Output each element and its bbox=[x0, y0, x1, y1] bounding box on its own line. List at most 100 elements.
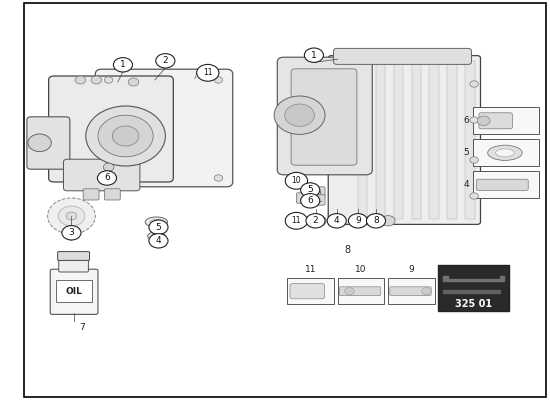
Circle shape bbox=[348, 214, 367, 228]
FancyBboxPatch shape bbox=[56, 280, 92, 302]
Circle shape bbox=[470, 157, 478, 163]
Polygon shape bbox=[443, 276, 504, 281]
Circle shape bbox=[470, 81, 478, 87]
Ellipse shape bbox=[147, 232, 165, 240]
FancyBboxPatch shape bbox=[476, 179, 528, 190]
Circle shape bbox=[304, 48, 323, 62]
Text: 2: 2 bbox=[313, 216, 318, 225]
FancyBboxPatch shape bbox=[339, 287, 381, 296]
Text: 2: 2 bbox=[163, 56, 168, 65]
Bar bbox=[376, 61, 386, 219]
Polygon shape bbox=[443, 290, 499, 293]
FancyBboxPatch shape bbox=[473, 171, 540, 198]
Text: 8: 8 bbox=[344, 245, 350, 255]
Text: 10: 10 bbox=[355, 265, 367, 274]
Circle shape bbox=[470, 117, 478, 123]
Text: 325 01: 325 01 bbox=[455, 299, 492, 309]
Circle shape bbox=[274, 96, 325, 134]
Ellipse shape bbox=[152, 234, 161, 238]
Circle shape bbox=[86, 106, 166, 166]
FancyBboxPatch shape bbox=[338, 278, 384, 304]
FancyBboxPatch shape bbox=[95, 69, 233, 187]
Text: eurospares: eurospares bbox=[26, 120, 278, 280]
Text: 7: 7 bbox=[79, 323, 85, 332]
Circle shape bbox=[301, 183, 320, 197]
Text: 4: 4 bbox=[334, 216, 339, 225]
Circle shape bbox=[312, 216, 326, 226]
Text: 6: 6 bbox=[104, 174, 110, 182]
FancyBboxPatch shape bbox=[83, 189, 99, 200]
Circle shape bbox=[58, 206, 85, 226]
Circle shape bbox=[422, 288, 431, 295]
Circle shape bbox=[112, 126, 139, 146]
Bar bbox=[430, 61, 439, 219]
Ellipse shape bbox=[145, 217, 168, 227]
Text: 3: 3 bbox=[69, 228, 74, 237]
FancyBboxPatch shape bbox=[438, 265, 509, 311]
Text: 5: 5 bbox=[463, 148, 469, 157]
Text: a passion for parts since...: a passion for parts since... bbox=[155, 236, 287, 292]
Ellipse shape bbox=[150, 219, 163, 225]
Circle shape bbox=[62, 226, 81, 240]
Circle shape bbox=[477, 116, 490, 126]
Text: 11: 11 bbox=[292, 216, 301, 225]
Ellipse shape bbox=[496, 149, 514, 157]
Bar bbox=[447, 61, 457, 219]
Circle shape bbox=[104, 175, 113, 181]
FancyBboxPatch shape bbox=[50, 269, 98, 314]
FancyBboxPatch shape bbox=[59, 258, 89, 272]
FancyBboxPatch shape bbox=[307, 195, 325, 205]
Circle shape bbox=[470, 193, 478, 199]
Circle shape bbox=[75, 76, 86, 84]
Ellipse shape bbox=[488, 145, 522, 160]
Text: 1: 1 bbox=[120, 60, 126, 69]
Text: 1: 1 bbox=[311, 51, 317, 60]
Circle shape bbox=[48, 198, 95, 234]
FancyBboxPatch shape bbox=[63, 159, 140, 191]
Circle shape bbox=[381, 216, 395, 226]
Circle shape bbox=[98, 115, 153, 157]
Text: 6: 6 bbox=[307, 196, 313, 205]
Text: 9: 9 bbox=[355, 216, 361, 225]
FancyBboxPatch shape bbox=[104, 189, 120, 200]
Text: 4: 4 bbox=[463, 180, 469, 189]
FancyBboxPatch shape bbox=[58, 252, 90, 260]
Bar bbox=[358, 61, 367, 219]
FancyBboxPatch shape bbox=[296, 193, 315, 203]
Circle shape bbox=[103, 163, 114, 171]
Text: 11: 11 bbox=[305, 265, 316, 274]
Circle shape bbox=[214, 77, 223, 83]
Circle shape bbox=[149, 234, 168, 248]
Circle shape bbox=[365, 216, 379, 226]
Circle shape bbox=[91, 76, 102, 84]
FancyBboxPatch shape bbox=[277, 57, 372, 175]
Circle shape bbox=[104, 77, 113, 83]
Circle shape bbox=[285, 172, 307, 189]
FancyBboxPatch shape bbox=[479, 113, 513, 129]
Circle shape bbox=[306, 214, 325, 228]
Circle shape bbox=[97, 171, 117, 185]
Bar bbox=[465, 61, 475, 219]
FancyBboxPatch shape bbox=[290, 284, 324, 299]
Circle shape bbox=[285, 104, 315, 126]
Circle shape bbox=[197, 64, 219, 81]
Text: 4: 4 bbox=[156, 236, 161, 245]
FancyBboxPatch shape bbox=[288, 278, 334, 304]
Circle shape bbox=[349, 216, 363, 226]
Text: 5: 5 bbox=[307, 186, 313, 194]
Circle shape bbox=[331, 216, 345, 226]
Circle shape bbox=[214, 175, 223, 181]
FancyBboxPatch shape bbox=[388, 278, 435, 304]
Text: 11: 11 bbox=[203, 68, 212, 77]
Text: OIL: OIL bbox=[65, 287, 82, 296]
FancyBboxPatch shape bbox=[27, 117, 70, 169]
Circle shape bbox=[327, 214, 346, 228]
FancyBboxPatch shape bbox=[291, 69, 357, 165]
FancyBboxPatch shape bbox=[307, 187, 325, 197]
Circle shape bbox=[345, 288, 354, 295]
Text: 5: 5 bbox=[156, 223, 161, 232]
Text: 10: 10 bbox=[292, 176, 301, 185]
FancyBboxPatch shape bbox=[473, 107, 540, 134]
Circle shape bbox=[156, 54, 175, 68]
Circle shape bbox=[149, 220, 168, 234]
